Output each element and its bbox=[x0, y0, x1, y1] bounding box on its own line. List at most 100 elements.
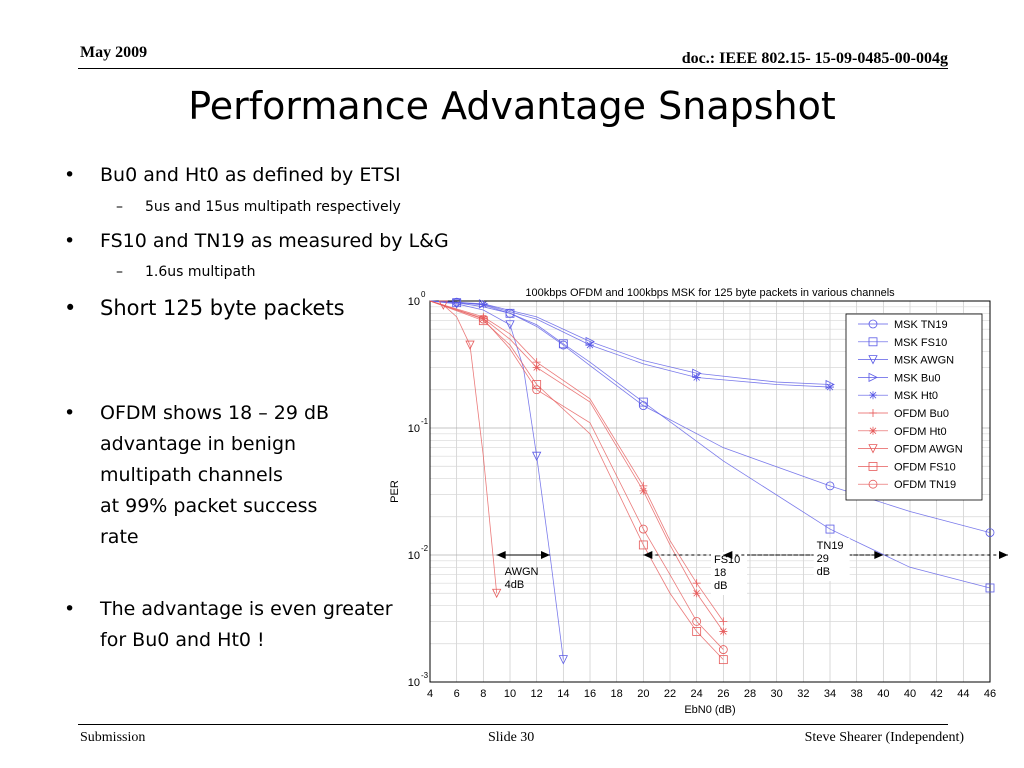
legend-entry: OFDM FS10 bbox=[894, 461, 956, 473]
data-point bbox=[505, 320, 515, 330]
bullet-dot: • bbox=[64, 296, 77, 320]
chart-title: 100kbps OFDM and 100kbps MSK for 125 byt… bbox=[525, 287, 895, 299]
legend-marker bbox=[869, 391, 877, 400]
x-tick-label: 40 bbox=[904, 688, 916, 700]
data-point bbox=[985, 583, 995, 593]
data-point bbox=[718, 655, 728, 665]
legend-marker bbox=[869, 426, 877, 435]
series-line-5 bbox=[429, 300, 724, 622]
data-point bbox=[639, 486, 648, 495]
bullet-2: • FS10 and TN19 as measured by L&G bbox=[64, 226, 449, 257]
x-tick-label: 12 bbox=[531, 688, 543, 700]
data-point bbox=[692, 589, 701, 598]
x-tick-label: 38 bbox=[851, 688, 863, 700]
legend-marker bbox=[868, 372, 878, 383]
annotation-label: 18 bbox=[714, 567, 726, 579]
data-point bbox=[532, 363, 541, 372]
data-point bbox=[638, 540, 648, 550]
data-point bbox=[692, 617, 702, 626]
x-tick-label: 16 bbox=[584, 688, 596, 700]
data-point bbox=[638, 397, 648, 407]
sub-bullet-2: – 1.6us multipath bbox=[116, 264, 256, 280]
legend-marker bbox=[869, 409, 877, 417]
legend-entry: MSK Bu0 bbox=[894, 372, 940, 384]
bullet-dot: • bbox=[64, 402, 76, 424]
x-tick-label: 40 bbox=[877, 688, 889, 700]
x-tick-label: 32 bbox=[797, 688, 809, 700]
bullet-4-line-2: advantage in benign bbox=[100, 433, 297, 455]
legend-entry: MSK Ht0 bbox=[894, 390, 938, 402]
y-tick-label: 10 bbox=[408, 550, 420, 562]
legend-entry: MSK TN19 bbox=[894, 319, 948, 331]
bullet-5: • The advantage is even greater for Bu0 … bbox=[64, 594, 393, 656]
annotation-arrow-head bbox=[874, 551, 884, 559]
bullet-5-line-2: for Bu0 and Ht0 ! bbox=[100, 629, 265, 651]
header-date: May 2009 bbox=[80, 44, 148, 61]
bullet-4-line-5: rate bbox=[100, 526, 139, 548]
x-tick-label: 20 bbox=[637, 688, 649, 700]
annotation-label: dB bbox=[714, 580, 727, 592]
sub-bullet-1-text: 5us and 15us multipath respectively bbox=[145, 199, 401, 215]
legend-marker bbox=[868, 319, 878, 329]
annotation-label: AWGN bbox=[505, 566, 539, 578]
data-point bbox=[719, 627, 728, 636]
data-point bbox=[558, 339, 568, 349]
data-point bbox=[692, 373, 701, 382]
annotation-label: dB bbox=[817, 566, 830, 578]
bullet-dot: • bbox=[64, 598, 76, 620]
legend-entry: OFDM Ht0 bbox=[894, 426, 947, 438]
x-tick-label: 6 bbox=[454, 688, 460, 700]
annotation-label: 29 bbox=[817, 553, 829, 565]
data-point bbox=[825, 481, 835, 491]
data-point bbox=[558, 655, 568, 665]
y-tick-exponent: -2 bbox=[421, 544, 429, 553]
footer-slide-number: Slide 30 bbox=[488, 730, 535, 745]
annotation-arrow-head bbox=[723, 551, 733, 559]
x-tick-label: 18 bbox=[611, 688, 623, 700]
data-point bbox=[532, 380, 542, 389]
x-tick-label: 22 bbox=[664, 688, 676, 700]
data-point bbox=[532, 451, 542, 462]
y-tick-exponent: -3 bbox=[421, 671, 429, 680]
legend-entry: OFDM TN19 bbox=[894, 479, 956, 491]
x-tick-label: 28 bbox=[744, 688, 756, 700]
x-tick-label: 42 bbox=[931, 688, 943, 700]
bullet-4-line-4: at 99% packet success bbox=[100, 495, 318, 517]
plot-frame bbox=[429, 300, 991, 683]
series-line-1 bbox=[429, 300, 991, 589]
legend-entry: MSK AWGN bbox=[894, 355, 954, 367]
y-tick-label: 10 bbox=[408, 677, 420, 689]
data-point bbox=[479, 314, 488, 323]
data-point bbox=[465, 340, 475, 350]
bullet-4-line-1: OFDM shows 18 – 29 dB bbox=[100, 402, 330, 424]
data-point bbox=[825, 524, 835, 534]
data-point bbox=[492, 588, 502, 599]
annotation-bg bbox=[711, 552, 747, 595]
legend-marker bbox=[868, 337, 878, 347]
bullet-dot: • bbox=[64, 164, 76, 186]
data-point bbox=[692, 579, 701, 588]
y-tick-label: 10 bbox=[408, 423, 420, 435]
legend-marker bbox=[868, 355, 878, 365]
bullet-dot: • bbox=[64, 230, 76, 252]
data-point bbox=[692, 627, 702, 636]
annotation-label: TN19 bbox=[817, 540, 844, 552]
x-tick-label: 46 bbox=[984, 688, 996, 700]
data-point bbox=[479, 300, 488, 309]
series-line-9 bbox=[429, 300, 724, 650]
x-axis-label: EbN0 (dB) bbox=[684, 704, 735, 716]
per-chart: 100kbps OFDM and 100kbps MSK for 125 byt… bbox=[389, 287, 1008, 716]
x-tick-label: 24 bbox=[691, 688, 703, 700]
annotation-arrow-head bbox=[496, 551, 506, 559]
footer-author: Steve Shearer (Independent) bbox=[804, 730, 964, 745]
x-tick-label: 34 bbox=[824, 688, 836, 700]
bullet-1-text: Bu0 and Ht0 as defined by ETSI bbox=[100, 164, 401, 186]
annotation-label: 4dB bbox=[505, 579, 525, 591]
footer-rule bbox=[78, 724, 948, 725]
legend-marker bbox=[868, 461, 878, 471]
bullet-3: • Short 125 byte packets bbox=[64, 293, 345, 324]
legend-entry: MSK FS10 bbox=[894, 337, 947, 349]
series-line-4 bbox=[429, 300, 831, 388]
y-axis-label: PER bbox=[389, 480, 401, 503]
data-point bbox=[452, 299, 462, 309]
